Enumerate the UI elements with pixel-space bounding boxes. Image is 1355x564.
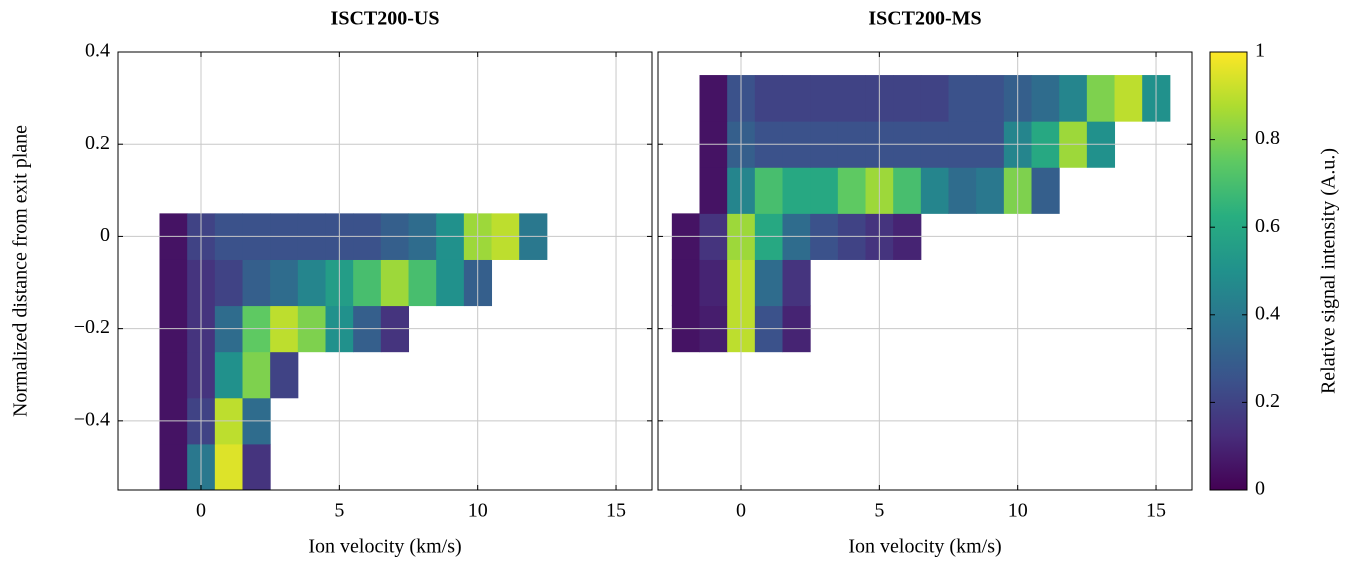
x-axis-label: Ion velocity (km/s) xyxy=(848,536,1001,558)
heatmap-cell xyxy=(810,75,839,122)
heatmap-cell xyxy=(408,259,437,307)
y-tick-label: −0.2 xyxy=(74,316,110,338)
colorbar-tick-label: 1 xyxy=(1255,40,1265,62)
heatmap-cell xyxy=(159,351,188,399)
heatmap-cell xyxy=(353,259,382,307)
chart-title: ISCT200-US xyxy=(331,8,440,30)
heatmap-cell xyxy=(754,259,784,307)
x-tick-label: 15 xyxy=(606,500,626,522)
heatmap-cell xyxy=(214,351,244,399)
y-tick-label: −0.4 xyxy=(74,408,110,430)
heatmap-cell xyxy=(671,259,701,307)
heatmap-cell xyxy=(948,167,977,214)
colorbar-tick-label: 0 xyxy=(1255,478,1265,500)
y-tick-label: 0 xyxy=(100,224,110,246)
heatmap-cell xyxy=(242,351,271,399)
colorbar-tick-label: 0.6 xyxy=(1255,215,1280,237)
heatmap-cell xyxy=(159,443,188,491)
plot-frame xyxy=(657,51,1193,491)
heatmap-cell xyxy=(754,75,784,122)
heatmap-cell xyxy=(214,259,244,307)
x-tick-label: 15 xyxy=(1146,500,1166,522)
heatmap-cell xyxy=(1059,75,1088,122)
heatmap-cell xyxy=(948,75,977,122)
x-tick-label: 0 xyxy=(196,500,206,522)
heatmap-cell xyxy=(810,167,839,214)
heatmap-cell xyxy=(380,259,410,307)
heatmap-cell xyxy=(270,351,299,399)
heatmap-cell xyxy=(1086,75,1116,122)
heatmap-cell xyxy=(754,167,784,214)
heatmap-cell xyxy=(976,75,1005,122)
heatmap-cell xyxy=(893,167,922,214)
heatmap-cell xyxy=(699,75,728,122)
colorbar-tick-label: 0.2 xyxy=(1255,390,1280,412)
heatmap-cell xyxy=(976,167,1005,214)
heatmap-cell xyxy=(699,167,728,214)
heatmap-cell xyxy=(782,75,811,122)
colorbar-tick-label: 0.8 xyxy=(1255,127,1280,149)
heatmap-cell xyxy=(893,75,922,122)
heatmap-cell xyxy=(242,443,271,491)
x-tick-label: 5 xyxy=(334,500,344,522)
y-tick-label: 0.2 xyxy=(85,132,110,154)
heatmap-cell xyxy=(1114,75,1143,122)
heatmap-cell xyxy=(242,259,271,307)
colorbar-label: Relative signal intensity (A.u.) xyxy=(1318,148,1340,394)
heatmap-cell xyxy=(920,75,950,122)
x-tick-label: 10 xyxy=(468,500,488,522)
heatmap-cell xyxy=(782,259,811,307)
heatmap-cell xyxy=(837,75,867,122)
colorbar-tick-label: 0.4 xyxy=(1255,302,1280,324)
x-tick-label: 10 xyxy=(1008,500,1028,522)
heatmap-cell xyxy=(214,443,244,491)
x-tick-label: 0 xyxy=(736,500,746,522)
heatmap-cell xyxy=(159,259,188,307)
heatmap-cell xyxy=(436,259,465,307)
colorbar-frame xyxy=(1209,51,1248,491)
heatmap-cell xyxy=(837,167,867,214)
heatmap-cell xyxy=(920,167,950,214)
x-tick-label: 5 xyxy=(874,500,884,522)
heatmap-cell xyxy=(699,259,728,307)
x-axis-label: Ion velocity (km/s) xyxy=(308,536,461,558)
heatmap-cell xyxy=(270,259,299,307)
y-tick-label: 0.4 xyxy=(85,40,110,62)
heatmap-cell xyxy=(297,259,327,307)
heatmap-cell xyxy=(1031,167,1060,214)
heatmap-cell xyxy=(1031,75,1060,122)
heatmap-cell xyxy=(782,167,811,214)
chart-title: ISCT200-MS xyxy=(868,8,981,30)
y-axis-label: Normalized distance from exit plane xyxy=(10,125,32,417)
plot-frame xyxy=(117,51,653,491)
colorbar xyxy=(1210,52,1247,490)
